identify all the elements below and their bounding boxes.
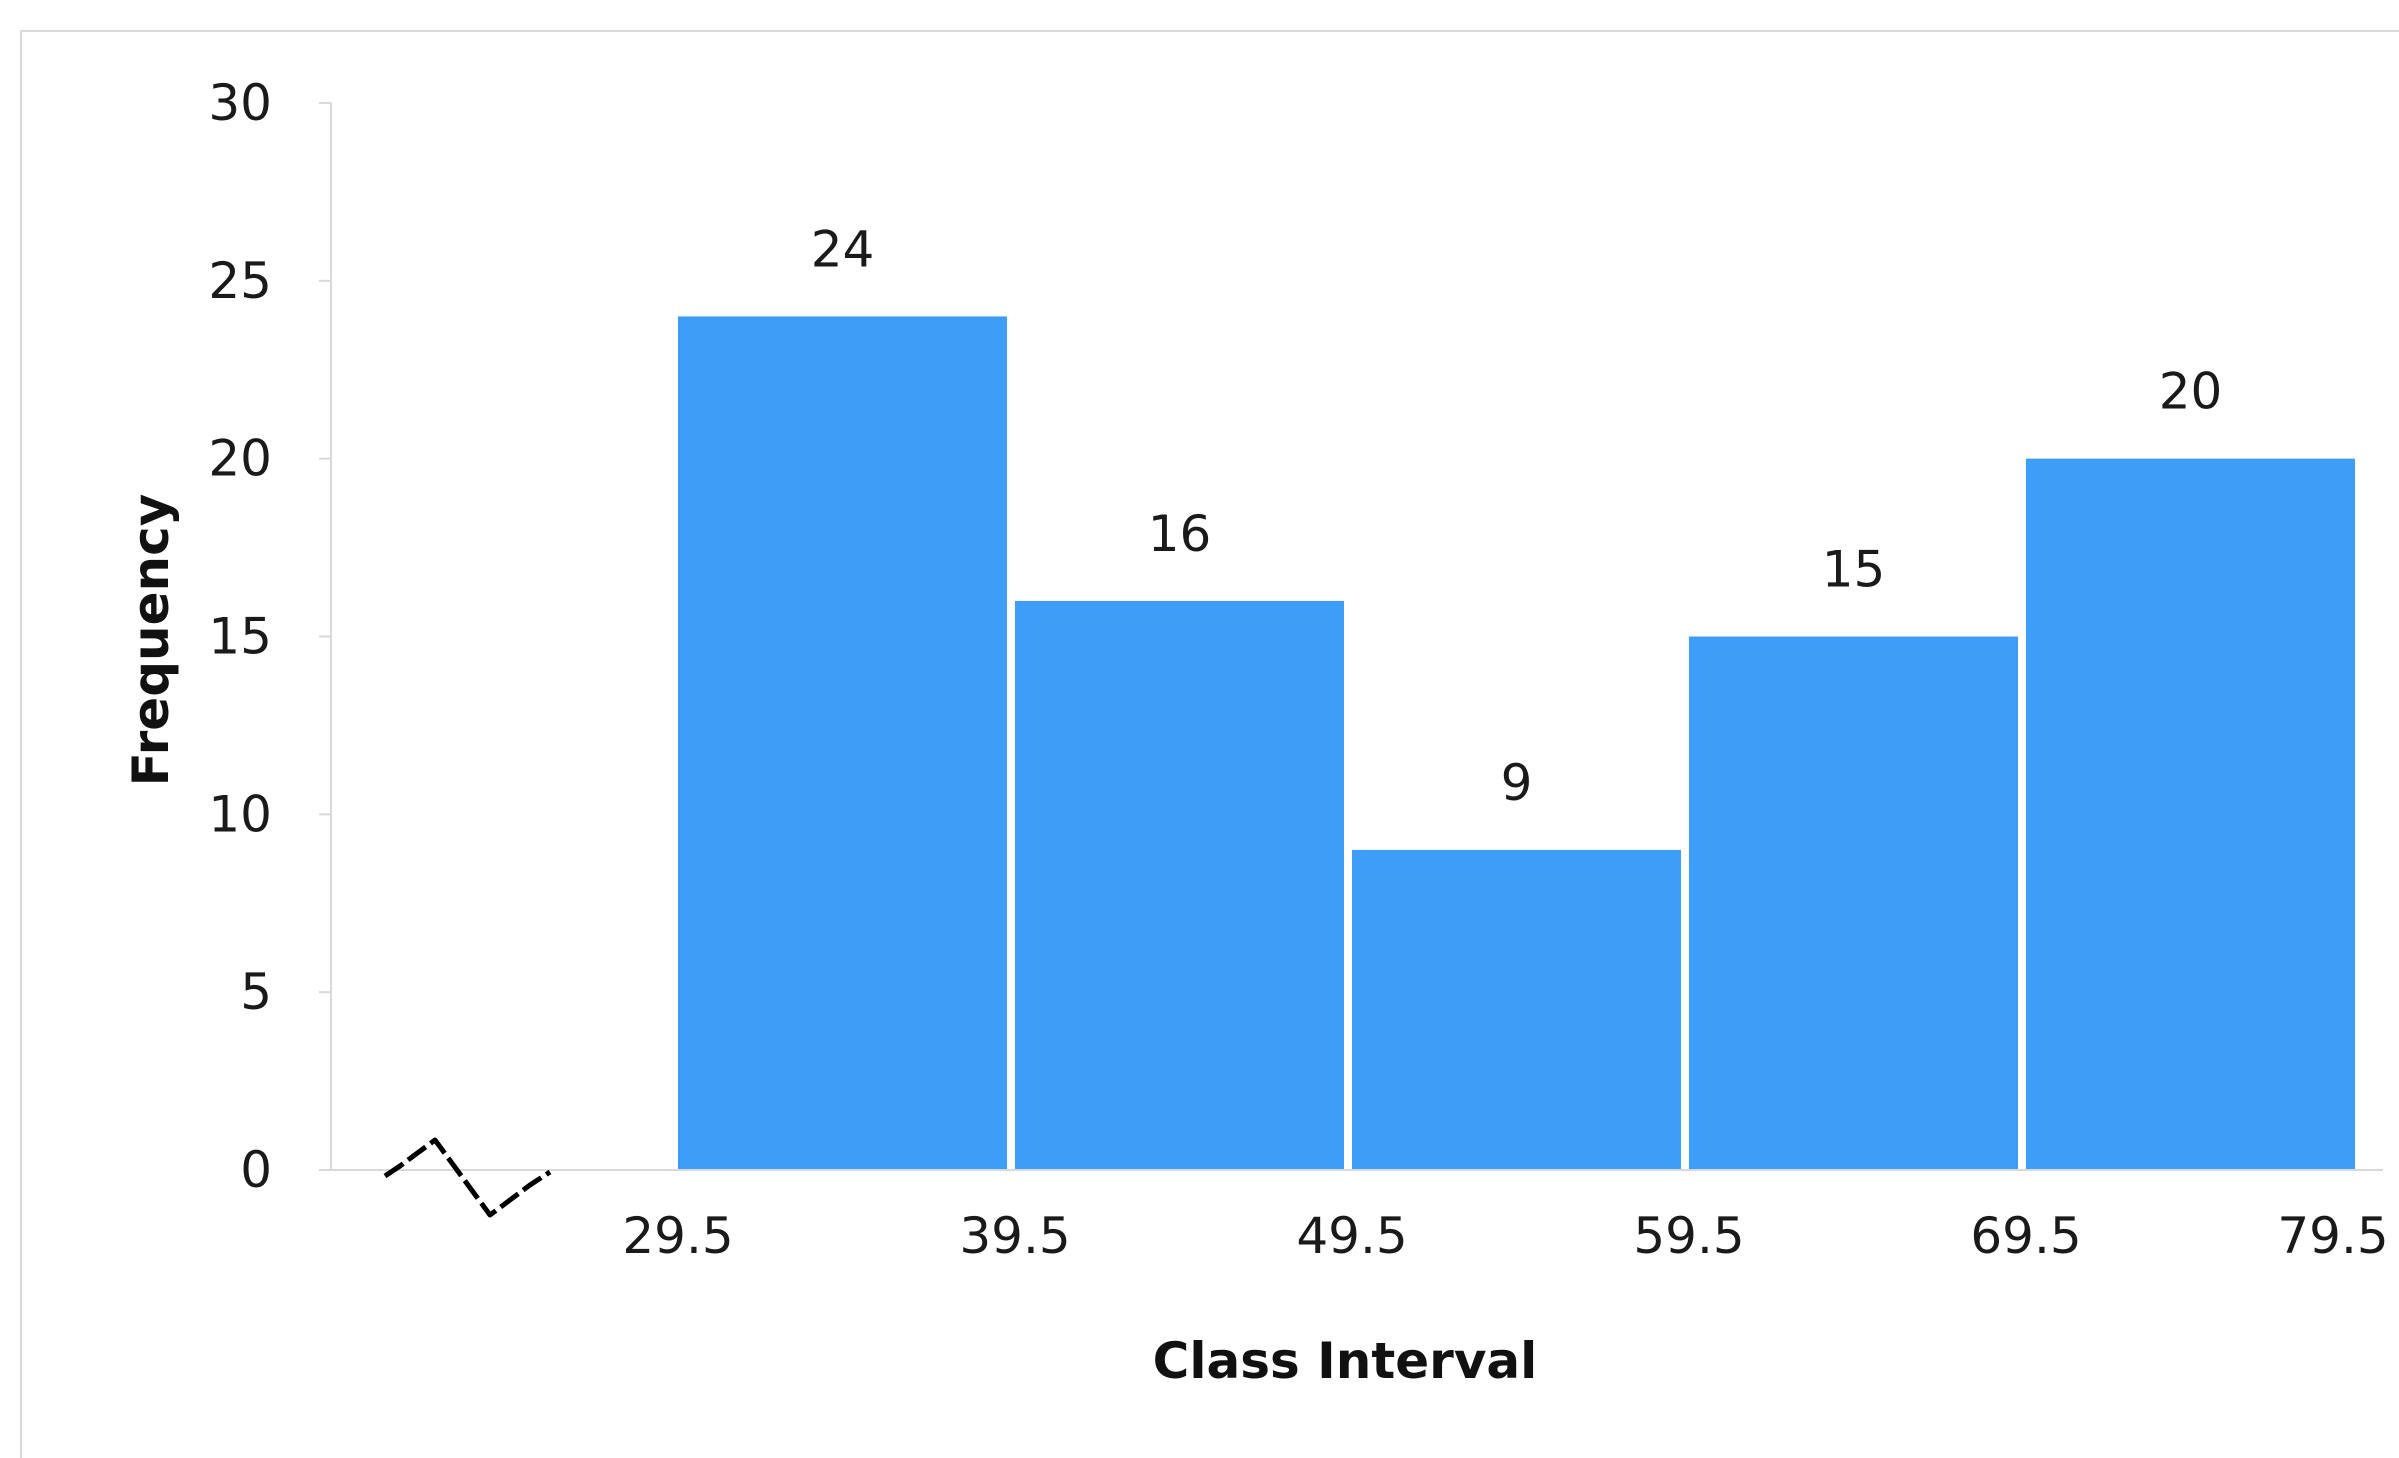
bar-data-label: 15 <box>1822 541 1886 599</box>
y-axis-title: Frequency <box>122 494 180 787</box>
y-tick-label: 25 <box>208 252 272 310</box>
axis-break-mark <box>383 1137 552 1218</box>
y-tick-label: 30 <box>208 74 272 132</box>
histogram-bar <box>1689 636 2018 1170</box>
bar-data-label: 24 <box>811 220 875 278</box>
x-axis-title: Class Interval <box>1153 1332 1538 1390</box>
x-ticks-group: 29.5 39.5 49.5 59.5 69.5 79.5 <box>622 1207 2388 1265</box>
histogram-bar <box>1015 600 1344 1170</box>
x-tick-label: 59.5 <box>1633 1207 1744 1265</box>
y-ticks-group: 0 5 10 15 20 25 30 <box>208 74 331 1199</box>
x-tick-label: 49.5 <box>1296 1207 1407 1265</box>
bar-data-label: 16 <box>1148 505 1212 563</box>
y-tick-label: 10 <box>208 785 272 843</box>
y-tick-label: 20 <box>208 430 272 488</box>
x-tick-label: 29.5 <box>622 1207 733 1265</box>
y-tick-label: 0 <box>240 1141 272 1199</box>
histogram-bar <box>678 316 1007 1170</box>
chart-frame <box>20 30 2399 1458</box>
x-tick-label: 39.5 <box>959 1207 1070 1265</box>
x-tick-label: 79.5 <box>2277 1207 2388 1265</box>
bar-data-label: 9 <box>1501 754 1533 812</box>
bar-data-label: 20 <box>2159 363 2223 421</box>
y-tick-label: 15 <box>208 608 272 666</box>
data-labels-group: 24 16 9 15 20 <box>811 220 2223 812</box>
y-tick-label: 5 <box>240 963 272 1021</box>
x-tick-label: 69.5 <box>1970 1207 2081 1265</box>
bars-group <box>678 316 2355 1171</box>
histogram-bar <box>2026 458 2355 1171</box>
histogram-bar <box>1352 849 1681 1170</box>
